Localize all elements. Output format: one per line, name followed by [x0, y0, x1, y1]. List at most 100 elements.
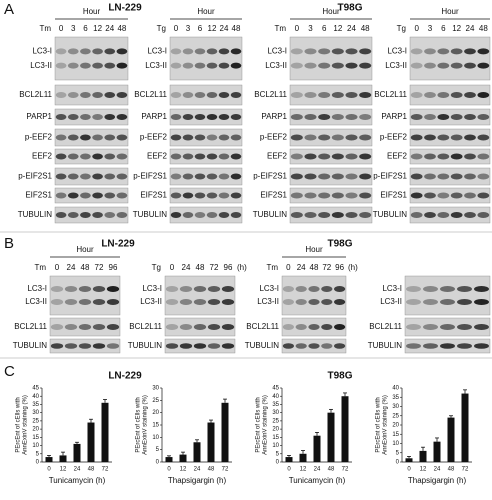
- band: [477, 92, 490, 98]
- band: [50, 299, 64, 305]
- band: [206, 134, 218, 141]
- band: [437, 62, 450, 69]
- y-tick-label: 35: [32, 402, 39, 408]
- protein-label: LC3-II: [385, 61, 407, 70]
- x-tick-label: 48: [448, 467, 455, 473]
- band: [80, 192, 91, 199]
- band: [437, 153, 450, 160]
- cell-line-label: T98G: [337, 3, 362, 14]
- y-tick-label: 40: [32, 394, 39, 400]
- band: [406, 343, 421, 349]
- protein-label: LC3-I: [382, 284, 402, 293]
- band: [477, 62, 490, 69]
- protein-label: LC3-II: [265, 61, 287, 70]
- band: [104, 192, 116, 199]
- blot-strip: [409, 36, 491, 81]
- band: [437, 48, 450, 55]
- band: [424, 114, 436, 120]
- timepoint-label: 24: [347, 24, 356, 33]
- blot-strip: [289, 167, 373, 186]
- band: [450, 92, 463, 98]
- band: [318, 92, 331, 98]
- band: [464, 173, 476, 180]
- bar: [193, 442, 201, 462]
- protein-label: BCL2L11: [134, 90, 167, 99]
- band: [230, 114, 242, 120]
- error-bar: [449, 415, 453, 418]
- band: [230, 192, 242, 199]
- band: [477, 153, 490, 160]
- timepoint-label: 96: [109, 263, 118, 272]
- band: [295, 299, 307, 305]
- agent-label: Tm: [34, 263, 46, 272]
- band: [218, 48, 230, 55]
- x-tick-label: 12: [420, 467, 427, 473]
- band: [165, 324, 179, 330]
- band: [331, 153, 344, 160]
- band: [321, 343, 333, 349]
- protein-label: TUBULIN: [373, 210, 407, 219]
- error-bar: [407, 456, 411, 459]
- protein-label: BCL2L11: [254, 90, 287, 99]
- timepoint-label: 3: [71, 24, 76, 33]
- timepoint-label: 48: [81, 263, 90, 272]
- y-axis-title: AnnExinV staining (%): [143, 395, 149, 455]
- band: [290, 134, 303, 141]
- band: [230, 48, 242, 55]
- error-bar: [343, 392, 347, 397]
- band: [440, 286, 455, 292]
- timepoint-label: 3: [308, 24, 313, 33]
- band: [464, 153, 476, 160]
- band: [221, 324, 235, 330]
- cell-line-label: LN-229: [108, 371, 142, 382]
- band: [440, 343, 455, 349]
- band: [218, 173, 230, 180]
- band: [230, 92, 242, 98]
- error-bar: [47, 455, 51, 458]
- band: [92, 299, 106, 305]
- bar: [447, 417, 455, 462]
- band: [333, 299, 346, 305]
- unit-label: (h): [348, 263, 358, 272]
- band: [104, 134, 116, 141]
- protein-label: p-EEF2: [25, 133, 53, 142]
- protein-label: EIF2S1: [260, 191, 287, 200]
- band: [437, 134, 450, 141]
- band: [194, 62, 206, 69]
- band: [218, 114, 230, 120]
- agent-label: Tg: [152, 263, 161, 272]
- band: [116, 173, 128, 180]
- band: [304, 173, 317, 180]
- blot-strip: [169, 167, 243, 186]
- band: [318, 134, 331, 141]
- timepoint-label: 24: [466, 24, 475, 33]
- unit-label: (h): [237, 263, 247, 272]
- protein-label: LC3-I: [387, 46, 407, 55]
- protein-label: PARP1: [381, 112, 407, 121]
- band: [116, 153, 128, 160]
- protein-label: EEF2: [32, 152, 53, 161]
- band: [206, 92, 218, 98]
- band: [304, 212, 317, 218]
- panel-label: C: [4, 363, 15, 380]
- error-bar: [329, 408, 333, 413]
- band: [295, 286, 307, 292]
- band: [410, 114, 423, 120]
- band: [450, 134, 463, 141]
- band: [423, 324, 438, 330]
- band: [80, 173, 91, 180]
- band: [450, 62, 463, 69]
- band: [80, 114, 91, 120]
- band: [165, 299, 179, 305]
- band: [318, 212, 331, 218]
- band: [92, 48, 103, 55]
- band: [359, 62, 372, 69]
- band: [179, 343, 193, 349]
- blot-strip: [54, 108, 129, 126]
- band: [318, 173, 331, 180]
- band: [331, 134, 344, 141]
- y-axis-title: PErcEnt of cElls with: [136, 397, 142, 452]
- protein-label: p-EIF2S1: [133, 172, 167, 181]
- band: [304, 114, 317, 120]
- blot-strip: [289, 206, 373, 224]
